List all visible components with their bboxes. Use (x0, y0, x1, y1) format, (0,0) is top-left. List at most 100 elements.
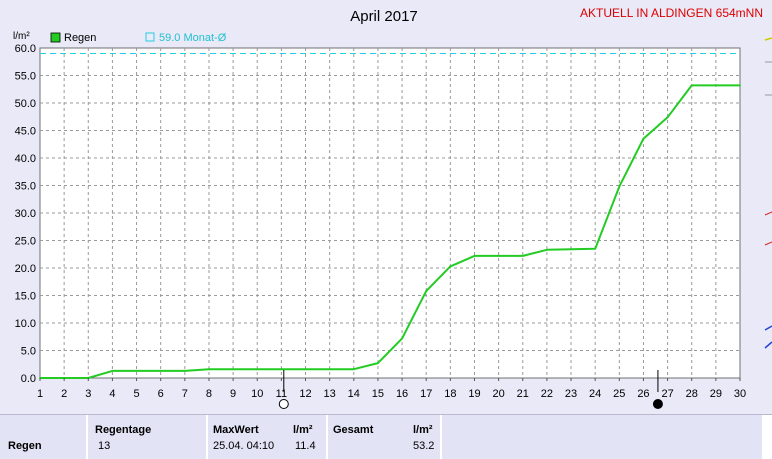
x-tick-label: 30 (734, 388, 746, 400)
right-edge-decor (764, 37, 772, 349)
x-tick-label: 8 (206, 388, 212, 400)
x-tick-label: 7 (182, 388, 188, 400)
data-point-regen (280, 368, 283, 371)
x-tick-label: 25 (613, 388, 625, 400)
data-point-regen (208, 368, 210, 371)
data-point-regen (401, 337, 403, 340)
x-tick-label: 23 (565, 388, 577, 400)
data-point-regen (739, 84, 741, 87)
data-point-regen (714, 84, 717, 87)
x-tick-label: 3 (85, 388, 91, 400)
data-point-regen (425, 290, 428, 292)
x-tick-label: 29 (710, 388, 722, 400)
y-tick-label: 0.0 (21, 373, 36, 385)
rain-chart: 0.0 5.0 10.0 15.0 20.0 25.0 30.0 35.0 40.0 45.0 50… (13, 6, 772, 409)
chart-title: April 2017 (350, 8, 418, 25)
grid (40, 48, 740, 378)
x-tick-label: 5 (133, 388, 139, 400)
x-tick-label: 15 (372, 388, 384, 400)
data-point-regen (690, 84, 693, 87)
summary-table: Regen Regentage 13 MaxWert l/m² 25.04. 0… (0, 414, 772, 459)
data-point-regen (497, 255, 500, 257)
summary-gesamt (328, 415, 440, 459)
gesamt-header: Gesamt (333, 424, 374, 436)
series-line-regen (40, 84, 740, 379)
y-tick-label: 60.0 (15, 43, 36, 55)
data-point-regen (570, 248, 572, 251)
data-point-regen (594, 247, 597, 250)
data-point-regen (304, 368, 307, 371)
x-tick-label: 2 (61, 388, 67, 400)
x-tick-label: 12 (299, 388, 311, 400)
summary-maxwert (208, 415, 326, 459)
data-point-regen (183, 369, 186, 372)
full-moon-icon (278, 399, 289, 409)
data-point-regen (111, 369, 114, 372)
y-tick-label: 15.0 (15, 291, 36, 303)
data-point-regen (256, 368, 259, 371)
x-tick-label: 14 (348, 388, 360, 400)
y-tick-label: 5.0 (21, 346, 36, 358)
data-point-regen (545, 248, 548, 251)
gesamt-value: 53.2 (413, 440, 435, 452)
data-point-regen (521, 255, 524, 257)
data-point-regen (666, 116, 669, 119)
summary-row-header (0, 415, 86, 459)
x-tick-label: 20 (492, 388, 504, 400)
data-point-regen (328, 368, 331, 371)
x-tick-label: 18 (444, 388, 456, 400)
x-tick-label: 28 (686, 388, 698, 400)
x-tick-label: 17 (420, 388, 432, 400)
maxwert-header: MaxWert (213, 424, 259, 436)
data-point-regen (473, 255, 476, 257)
y-tick-label: 40.0 (15, 153, 36, 165)
data-point-regen (642, 137, 645, 140)
y-tick-label: 10.0 (15, 318, 36, 330)
x-tick-label: 19 (468, 388, 480, 400)
legend-swatch-regen (50, 32, 61, 43)
summary-regentage (88, 415, 206, 459)
legend-label-regen: Regen (64, 32, 96, 44)
summary-row-label: Regen (8, 440, 42, 452)
x-tick-label: 10 (251, 388, 263, 400)
x-tick-label: 11 (276, 388, 287, 400)
x-tick-label: 21 (517, 388, 529, 400)
x-tick-label: 6 (158, 388, 164, 400)
gesamt-unit: l/m² (413, 424, 433, 436)
legend-swatch-monthly-mean (145, 32, 155, 42)
y-axis-label: l/m² (13, 31, 30, 42)
data-point-regen (449, 265, 452, 268)
new-moon-icon (652, 399, 663, 409)
legend-label-monthly-mean: 59.0 Monat-Ø (159, 32, 227, 44)
summary-empty (442, 415, 762, 459)
y-tick-label: 30.0 (15, 208, 36, 220)
x-tick-label: 4 (109, 388, 115, 400)
regentage-header: Regentage (95, 424, 152, 436)
x-tick-label: 27 (661, 388, 673, 400)
data-point-regen (135, 369, 138, 372)
regentage-value: 13 (98, 440, 111, 452)
y-tick-labels: 0.0 5.0 10.0 15.0 20.0 25.0 30.0 35.0 40.0 45.0 50… (15, 43, 36, 385)
maxwert-unit: l/m² (293, 424, 313, 436)
data-point-regen (377, 362, 379, 365)
x-tick-label: 24 (589, 388, 601, 400)
y-tick-label: 35.0 (15, 181, 36, 193)
series-lines (39, 84, 741, 379)
data-point-regen (352, 368, 355, 371)
y-tick-label: 50.0 (15, 98, 36, 110)
maxwert-value: 11.4 (295, 440, 316, 452)
data-point-regen (232, 368, 235, 371)
x-tick-label: 16 (396, 388, 408, 400)
x-tick-label: 22 (541, 388, 553, 400)
x-tick-labels: 1 2 3 4 5 6 7 8 9 10 11 12 13 14 15 16 17 18 19 20 21 22 23 24 2… (37, 378, 746, 400)
x-tick-label: 13 (324, 388, 336, 400)
x-tick-label: 9 (230, 388, 236, 400)
data-point-regen (159, 369, 162, 372)
maxwert-time: 25.04. 04:10 (213, 440, 275, 452)
station-label: AKTUELL IN ALDINGEN 654mNN (580, 6, 763, 20)
y-tick-label: 25.0 (15, 236, 36, 248)
y-tick-label: 55.0 (15, 71, 36, 83)
x-tick-label: 1 (37, 388, 43, 400)
moon-phases (278, 370, 663, 409)
y-tick-label: 45.0 (15, 126, 36, 138)
